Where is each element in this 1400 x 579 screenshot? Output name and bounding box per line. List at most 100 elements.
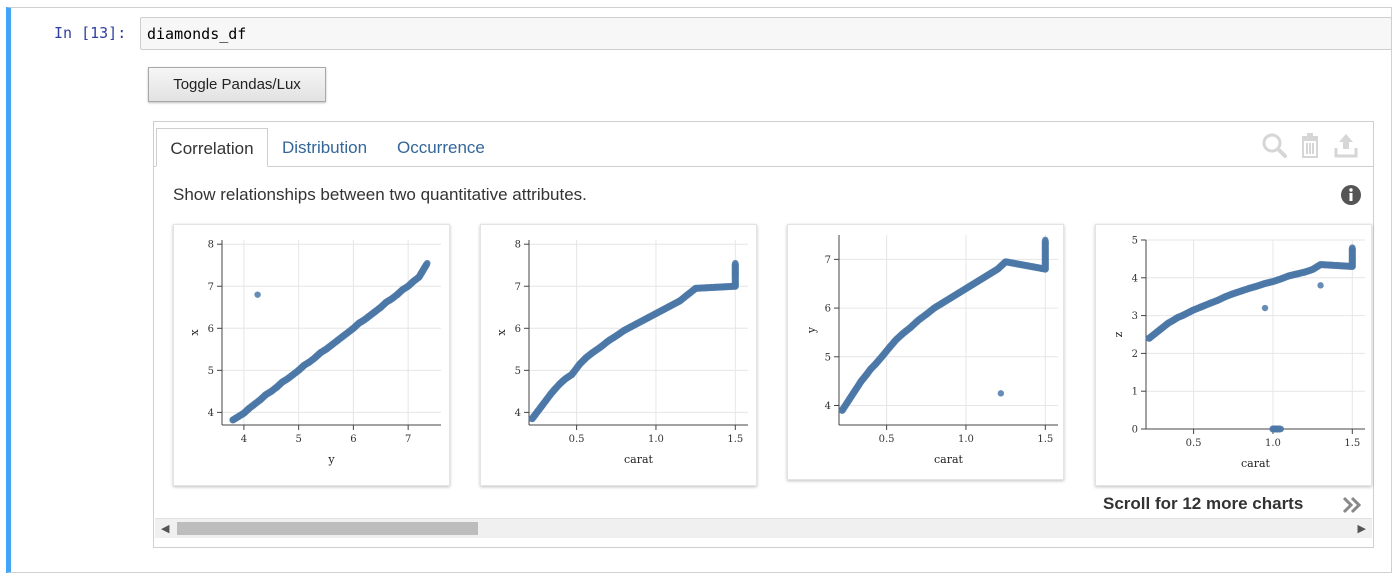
data-point: [284, 375, 291, 382]
y-tick-label: 4: [515, 408, 521, 419]
data-point: [636, 318, 644, 326]
data-point: [978, 275, 986, 283]
x-tick-label: 1.5: [727, 434, 743, 445]
data-point: [589, 349, 596, 356]
scroll-left-arrow[interactable]: ◀: [161, 523, 170, 535]
scroll-right-arrow[interactable]: ▶: [1357, 523, 1366, 535]
data-point: [562, 375, 569, 382]
y-axis-label: y: [805, 326, 818, 334]
chart-card-3[interactable]: 0.5 1.0 1.5 4 5 6 7 carat y: [787, 224, 1064, 480]
tab-correlation[interactable]: Correlation: [156, 128, 268, 167]
info-icon[interactable]: [1340, 184, 1362, 206]
scatter-chart-carat-z: 0.5 1.0 1.5 0 1 2 3 4 5 carat z: [1112, 236, 1365, 470]
x-tick-label: 1.0: [1265, 438, 1281, 449]
data-point: [732, 270, 739, 277]
data-point: [1155, 327, 1162, 334]
x-axis-label: carat: [1241, 457, 1271, 470]
data-point: [660, 306, 668, 313]
data-point: [1190, 306, 1197, 314]
data-point: [1349, 263, 1356, 270]
y-tick-label: 4: [825, 401, 831, 412]
tab-distribution[interactable]: Distribution: [282, 138, 368, 157]
data-point: [997, 390, 1005, 397]
y-tick-label: 6: [825, 304, 831, 315]
data-point: [528, 415, 536, 422]
data-point: [684, 291, 691, 298]
data-point: [1317, 261, 1324, 268]
data-point: [938, 300, 946, 307]
data-point: [1002, 258, 1009, 265]
data-point: [692, 285, 699, 292]
data-point: [907, 324, 914, 331]
data-point: [1042, 265, 1049, 273]
y-tick-label: 8: [515, 240, 521, 251]
data-point: [366, 312, 374, 319]
data-point: [1349, 244, 1356, 251]
data-point: [1349, 253, 1356, 261]
data-point: [268, 388, 275, 395]
scrollbar-thumb[interactable]: [177, 522, 478, 535]
y-tick-label: 4: [1132, 273, 1138, 284]
data-point: [843, 399, 851, 407]
data-point: [628, 322, 636, 330]
trash-icon[interactable]: [1297, 132, 1323, 158]
y-tick-label: 2: [1132, 349, 1138, 360]
data-point: [355, 320, 363, 327]
data-point: [568, 371, 576, 378]
data-point: [613, 332, 620, 340]
double-chevron-right-icon[interactable]: [1341, 494, 1363, 516]
data-point: [867, 365, 874, 373]
data-point: [576, 360, 583, 368]
tab-bar: Correlation Distribution Occurrence: [154, 122, 1373, 167]
horizontal-scrollbar[interactable]: ◀ ▶: [155, 518, 1372, 538]
data-point: [254, 291, 261, 298]
data-point: [1169, 317, 1177, 324]
data-point: [1277, 425, 1285, 433]
y-tick-label: 1: [1132, 387, 1138, 398]
data-point: [1165, 319, 1172, 327]
code-input[interactable]: diamonds_df: [140, 17, 1392, 50]
data-point: [229, 416, 237, 424]
toggle-pandas-lux-button[interactable]: Toggle Pandas/Lux: [148, 67, 326, 102]
chart-card-2[interactable]: 0.5 1.0 1.5 4 5 6 7 8 carat x: [480, 224, 757, 486]
data-point: [1301, 268, 1308, 276]
data-point: [538, 402, 545, 410]
data-point: [1309, 266, 1316, 273]
y-tick-label: 7: [208, 282, 214, 293]
data-point: [1145, 335, 1153, 342]
y-axis-label: x: [188, 329, 201, 336]
data-point: [1214, 297, 1221, 304]
data-point: [1317, 282, 1324, 289]
data-point: [388, 295, 395, 303]
search-icon[interactable]: [1261, 132, 1287, 158]
chart-card-1[interactable]: 4 5 6 7 4 5 6 7 8 y x: [173, 224, 450, 486]
data-point: [1269, 278, 1277, 285]
data-point: [235, 413, 242, 420]
x-axis-label: y: [327, 453, 335, 466]
tab-description: Show relationships between two quantitat…: [173, 185, 587, 204]
tab-occurrence[interactable]: Occurrence: [397, 138, 485, 157]
data-point: [311, 354, 319, 361]
x-tick-label: 1.5: [1037, 434, 1053, 445]
y-tick-label: 0: [1132, 425, 1138, 436]
data-point: [732, 283, 739, 290]
data-point: [1293, 270, 1300, 278]
data-point: [1253, 282, 1261, 290]
data-point: [1206, 300, 1213, 307]
scatter-chart-carat-x: 0.5 1.0 1.5 4 5 6 7 8 carat x: [495, 240, 748, 466]
chart-card-4[interactable]: 0.5 1.0 1.5 0 1 2 3 4 5 carat z: [1095, 224, 1372, 486]
x-tick-label: 1.0: [648, 434, 664, 445]
data-point: [970, 280, 978, 287]
x-tick-label: 1.0: [958, 434, 974, 445]
export-icon[interactable]: [1333, 132, 1359, 158]
data-point: [295, 367, 302, 374]
lux-widget: Correlation Distribution Occurrence Show…: [153, 121, 1374, 548]
y-tick-label: 7: [825, 255, 831, 266]
data-point: [399, 286, 406, 293]
y-tick-label: 5: [208, 366, 214, 377]
data-point: [372, 308, 379, 315]
x-axis-label: carat: [624, 453, 654, 466]
data-point: [339, 333, 346, 340]
data-point: [1042, 236, 1049, 244]
y-tick-label: 3: [1132, 311, 1138, 322]
